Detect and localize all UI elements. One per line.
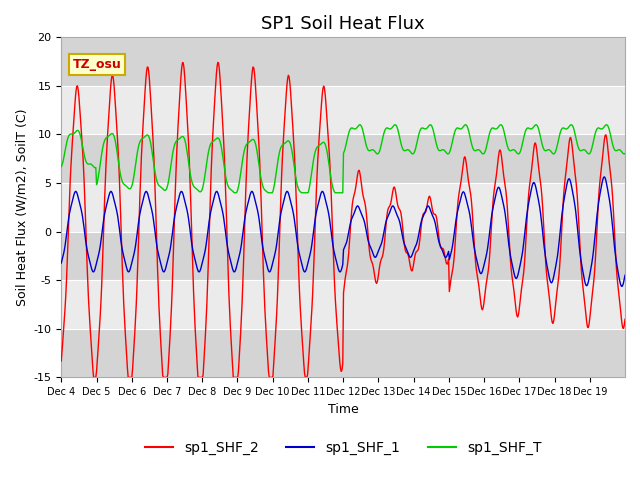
sp1_SHF_1: [227, 260, 235, 266]
Title: SP1 Soil Heat Flux: SP1 Soil Heat Flux: [261, 15, 425, 33]
sp1_SHF_1: [255, 216, 263, 221]
sp1_SHF_2: [228, 362, 236, 368]
Bar: [61, 329, 625, 377]
sp1_SHF_T: [402, 147, 410, 153]
sp1_SHF_2: [214, 60, 221, 65]
Bar: [61, 134, 625, 183]
Text: TZ_osu: TZ_osu: [72, 58, 122, 71]
sp1_SHF_2: [124, 374, 132, 380]
sp1_SHF_1: [621, 272, 629, 278]
sp1_SHF_T: [277, 144, 285, 150]
sp1_SHF_T: [58, 164, 65, 169]
sp1_SHF_T: [231, 190, 239, 196]
X-axis label: Time: Time: [328, 403, 358, 416]
Line: sp1_SHF_1: sp1_SHF_1: [61, 177, 625, 287]
sp1_SHF_2: [58, 358, 65, 364]
sp1_SHF_T: [434, 145, 442, 151]
Bar: [61, 232, 625, 280]
sp1_SHF_2: [403, 250, 410, 256]
sp1_SHF_T: [621, 151, 629, 156]
Legend: sp1_SHF_2, sp1_SHF_1, sp1_SHF_T: sp1_SHF_2, sp1_SHF_1, sp1_SHF_T: [140, 435, 547, 461]
sp1_SHF_1: [401, 243, 409, 249]
sp1_SHF_2: [90, 374, 97, 380]
sp1_SHF_1: [124, 267, 131, 273]
sp1_SHF_1: [58, 260, 65, 266]
sp1_SHF_2: [278, 169, 285, 175]
sp1_SHF_T: [497, 122, 504, 128]
sp1_SHF_1: [600, 174, 608, 180]
Y-axis label: Soil Heat Flux (W/m2), SoilT (C): Soil Heat Flux (W/m2), SoilT (C): [15, 108, 28, 306]
sp1_SHF_1: [276, 214, 284, 219]
Line: sp1_SHF_T: sp1_SHF_T: [61, 125, 625, 193]
sp1_SHF_T: [227, 187, 235, 192]
sp1_SHF_T: [256, 167, 264, 173]
sp1_SHF_2: [435, 229, 442, 235]
sp1_SHF_2: [621, 316, 629, 322]
sp1_SHF_1: [433, 228, 441, 234]
Bar: [61, 37, 625, 86]
Line: sp1_SHF_2: sp1_SHF_2: [61, 62, 625, 377]
sp1_SHF_1: [618, 284, 626, 289]
sp1_SHF_T: [124, 184, 131, 190]
sp1_SHF_2: [257, 178, 264, 184]
